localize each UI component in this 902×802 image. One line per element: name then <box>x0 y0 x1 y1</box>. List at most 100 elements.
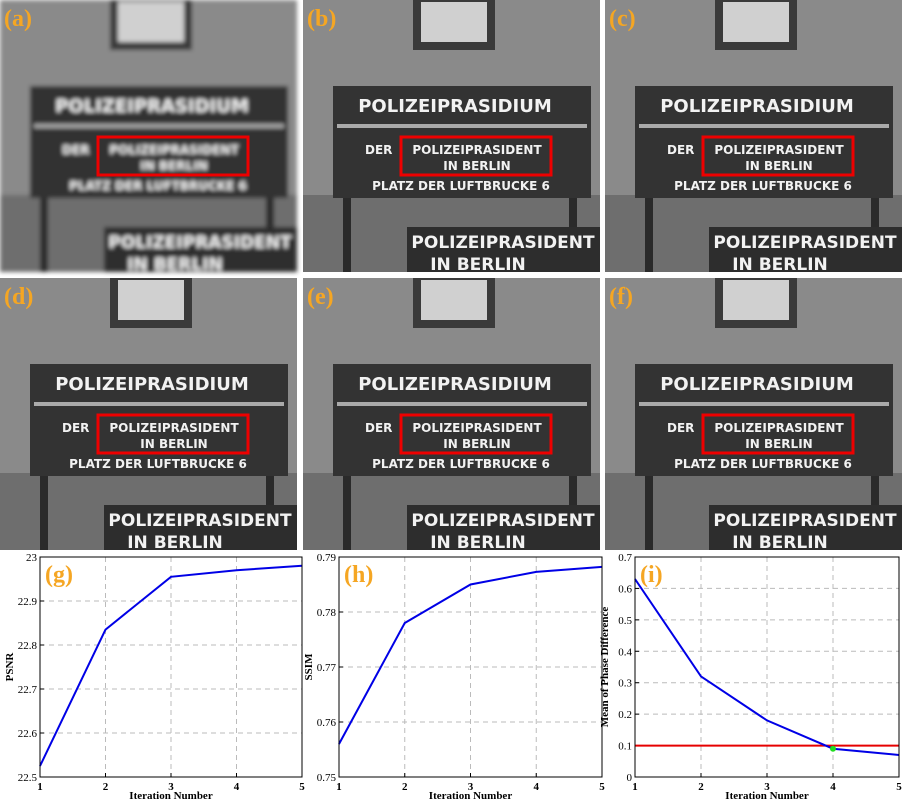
zoom-box <box>399 135 553 177</box>
sign-text: POLIZEIPRASIDIUM <box>55 96 249 117</box>
y-axis-label: SSIM <box>303 653 315 681</box>
sign-text: PLATZ DER LUFTBRUCKE 6 <box>674 457 852 471</box>
data-line <box>338 565 603 745</box>
sign-text: POLIZEIPRASIDENT <box>714 143 844 157</box>
sign-text: IN BERLIN <box>127 255 223 275</box>
sign-stripe <box>34 402 284 406</box>
sign-text: DER <box>62 421 89 435</box>
sign-board <box>635 364 893 476</box>
x-tick-label: 3 <box>764 781 770 793</box>
y-tick-label: 0.6 <box>618 583 632 595</box>
sign-stripe <box>337 124 587 128</box>
sign-text: DER <box>667 421 694 435</box>
x-tick-label: 5 <box>599 781 605 793</box>
sign-text: POLIZEIPRASIDENT <box>108 511 292 531</box>
chart-label: (h) <box>344 562 373 588</box>
chart: 0.75 0.76 0.77 0.78 0.79 1 2 3 4 5 (h) Iteration Nu… <box>303 552 605 802</box>
panel-label: (a) <box>4 6 32 32</box>
y-tick-label: 0.75 <box>317 772 337 784</box>
y-tick-label: 0.78 <box>317 607 337 619</box>
chart-label: (i) <box>640 562 663 588</box>
inset <box>709 505 902 550</box>
sign-text: POLIZEIPRASIDENT <box>714 421 844 435</box>
sign-text: IN BERLIN <box>430 255 526 275</box>
y-tick-label: 22.6 <box>18 728 38 740</box>
zoom-box <box>96 135 250 177</box>
window-pane <box>723 280 789 320</box>
sign-text: POLIZEIPRASIDENT <box>109 421 239 435</box>
panel-label: (c) <box>609 6 636 32</box>
sign-text: IN BERLIN <box>745 159 812 173</box>
x-tick-label: 1 <box>37 781 43 793</box>
sign-text: PLATZ DER LUFTBRUCKE 6 <box>69 457 247 471</box>
sign-text: DER <box>62 143 89 157</box>
sign-text: POLIZEIPRASIDENT <box>411 511 595 531</box>
sign-text: POLIZEIPRASIDENT <box>412 143 542 157</box>
sign-text: POLIZEIPRASIDENT <box>713 511 897 531</box>
zoom-box <box>701 135 855 177</box>
sign-text: PLATZ DER LUFTBRUCKE 6 <box>372 457 550 471</box>
y-tick-label: 0.3 <box>618 678 632 690</box>
sign-board <box>30 364 288 476</box>
image-panel: POLIZEIPRASIDIUM DER POLIZEIPRASIDENT IN BE… <box>0 0 297 275</box>
sign-text: POLIZEIPRASIDENT <box>109 143 239 157</box>
sign-text: IN BERLIN <box>430 533 526 553</box>
sign-text: IN BERLIN <box>745 437 812 451</box>
x-tick-label: 3 <box>168 781 174 793</box>
post <box>40 468 48 550</box>
photo: POLIZEIPRASIDIUM DER POLIZEIPRASIDENT IN BE… <box>0 0 297 275</box>
x-tick-label: 2 <box>402 781 408 793</box>
post <box>645 468 653 550</box>
x-axis-label: Iteration Number <box>725 790 809 802</box>
y-tick-label: 0.77 <box>317 662 337 674</box>
y-tick-label: 0.1 <box>618 741 632 753</box>
sign-text: IN BERLIN <box>732 255 828 275</box>
sign-text: POLIZEIPRASIDIUM <box>660 96 854 117</box>
y-tick-label: 0.2 <box>618 709 632 721</box>
sign-text: DER <box>667 143 694 157</box>
sign-text: DER <box>365 421 392 435</box>
sign-stripe <box>639 402 889 406</box>
x-tick-label: 5 <box>299 781 305 793</box>
sign-stripe <box>34 124 284 128</box>
window-pane <box>421 280 487 320</box>
y-tick-label: 0.76 <box>317 717 337 729</box>
post <box>343 468 351 550</box>
window-pane <box>118 2 184 42</box>
inset <box>407 505 600 550</box>
window-pane <box>421 2 487 42</box>
sign-text: POLIZEIPRASIDIUM <box>358 96 552 117</box>
y-tick-label: 0.4 <box>618 646 632 658</box>
axis-box <box>338 556 603 778</box>
post <box>343 190 351 272</box>
sign-text: POLIZEIPRASIDENT <box>411 233 595 253</box>
zoom-box <box>701 413 855 455</box>
chart: 0 0.1 0.2 0.3 0.4 0.5 0.6 0.7 1 2 3 4 5 (i) Iteration … <box>599 552 902 802</box>
sign-board <box>30 86 288 198</box>
image-panel: POLIZEIPRASIDIUM DER POLIZEIPRASIDENT IN BE… <box>605 0 902 275</box>
sign-text: POLIZEIPRASIDIUM <box>358 374 552 395</box>
panel-label: (f) <box>609 284 633 310</box>
zoom-box <box>96 413 250 455</box>
x-tick-label: 2 <box>103 781 109 793</box>
panel-label: (b) <box>307 6 336 32</box>
sign-text: PLATZ DER LUFTBRUCKE 6 <box>674 179 852 193</box>
sign-stripe <box>639 124 889 128</box>
y-axis-label: PSNR <box>4 652 16 682</box>
sign-text: POLIZEIPRASIDENT <box>412 421 542 435</box>
panel-label: (d) <box>4 284 33 310</box>
sign-text: POLIZEIPRASIDIUM <box>660 374 854 395</box>
chart-label: (g) <box>45 562 73 588</box>
y-tick-label: 22.8 <box>18 640 38 652</box>
inset <box>709 227 902 272</box>
sign-text: IN BERLIN <box>732 533 828 553</box>
x-tick-label: 3 <box>468 781 474 793</box>
sign-text: PLATZ DER LUFTBRUCKE 6 <box>69 179 247 193</box>
y-tick-label: 22.7 <box>18 684 38 696</box>
sign-board <box>333 364 591 476</box>
y-tick-label: 22.9 <box>18 596 38 608</box>
